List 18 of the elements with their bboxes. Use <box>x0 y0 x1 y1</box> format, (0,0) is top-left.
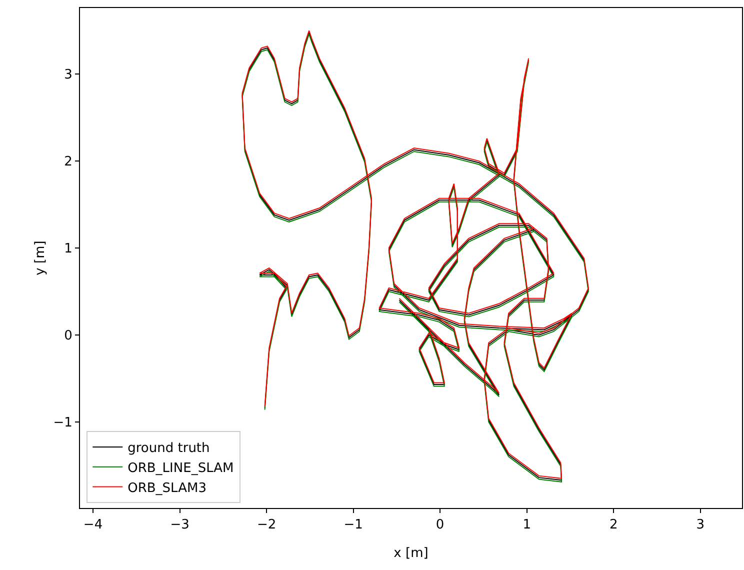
x-tick-label: −4 <box>83 518 103 533</box>
y-tick-label: −1 <box>53 415 72 430</box>
y-tick-label: 3 <box>64 68 72 83</box>
legend-label: ground truth <box>128 441 210 456</box>
y-tick-label: 0 <box>64 328 72 344</box>
x-tick-label: 2 <box>609 518 618 533</box>
x-tick-label: −2 <box>256 518 276 533</box>
legend-label: ORB_SLAM3 <box>128 480 206 496</box>
x-tick-label: 0 <box>436 518 444 533</box>
x-tick-label: −1 <box>344 518 363 533</box>
legend-label: ORB_LINE_SLAM <box>128 460 234 476</box>
x-axis-title: x [m] <box>394 546 428 561</box>
y-axis-title: y [m] <box>33 240 48 276</box>
x-tick-label: 3 <box>696 518 704 533</box>
y-tick-label: 2 <box>64 154 72 170</box>
x-tick-label: 1 <box>522 518 531 533</box>
x-tick-label: −3 <box>170 518 190 533</box>
y-tick-label: 1 <box>64 242 72 257</box>
